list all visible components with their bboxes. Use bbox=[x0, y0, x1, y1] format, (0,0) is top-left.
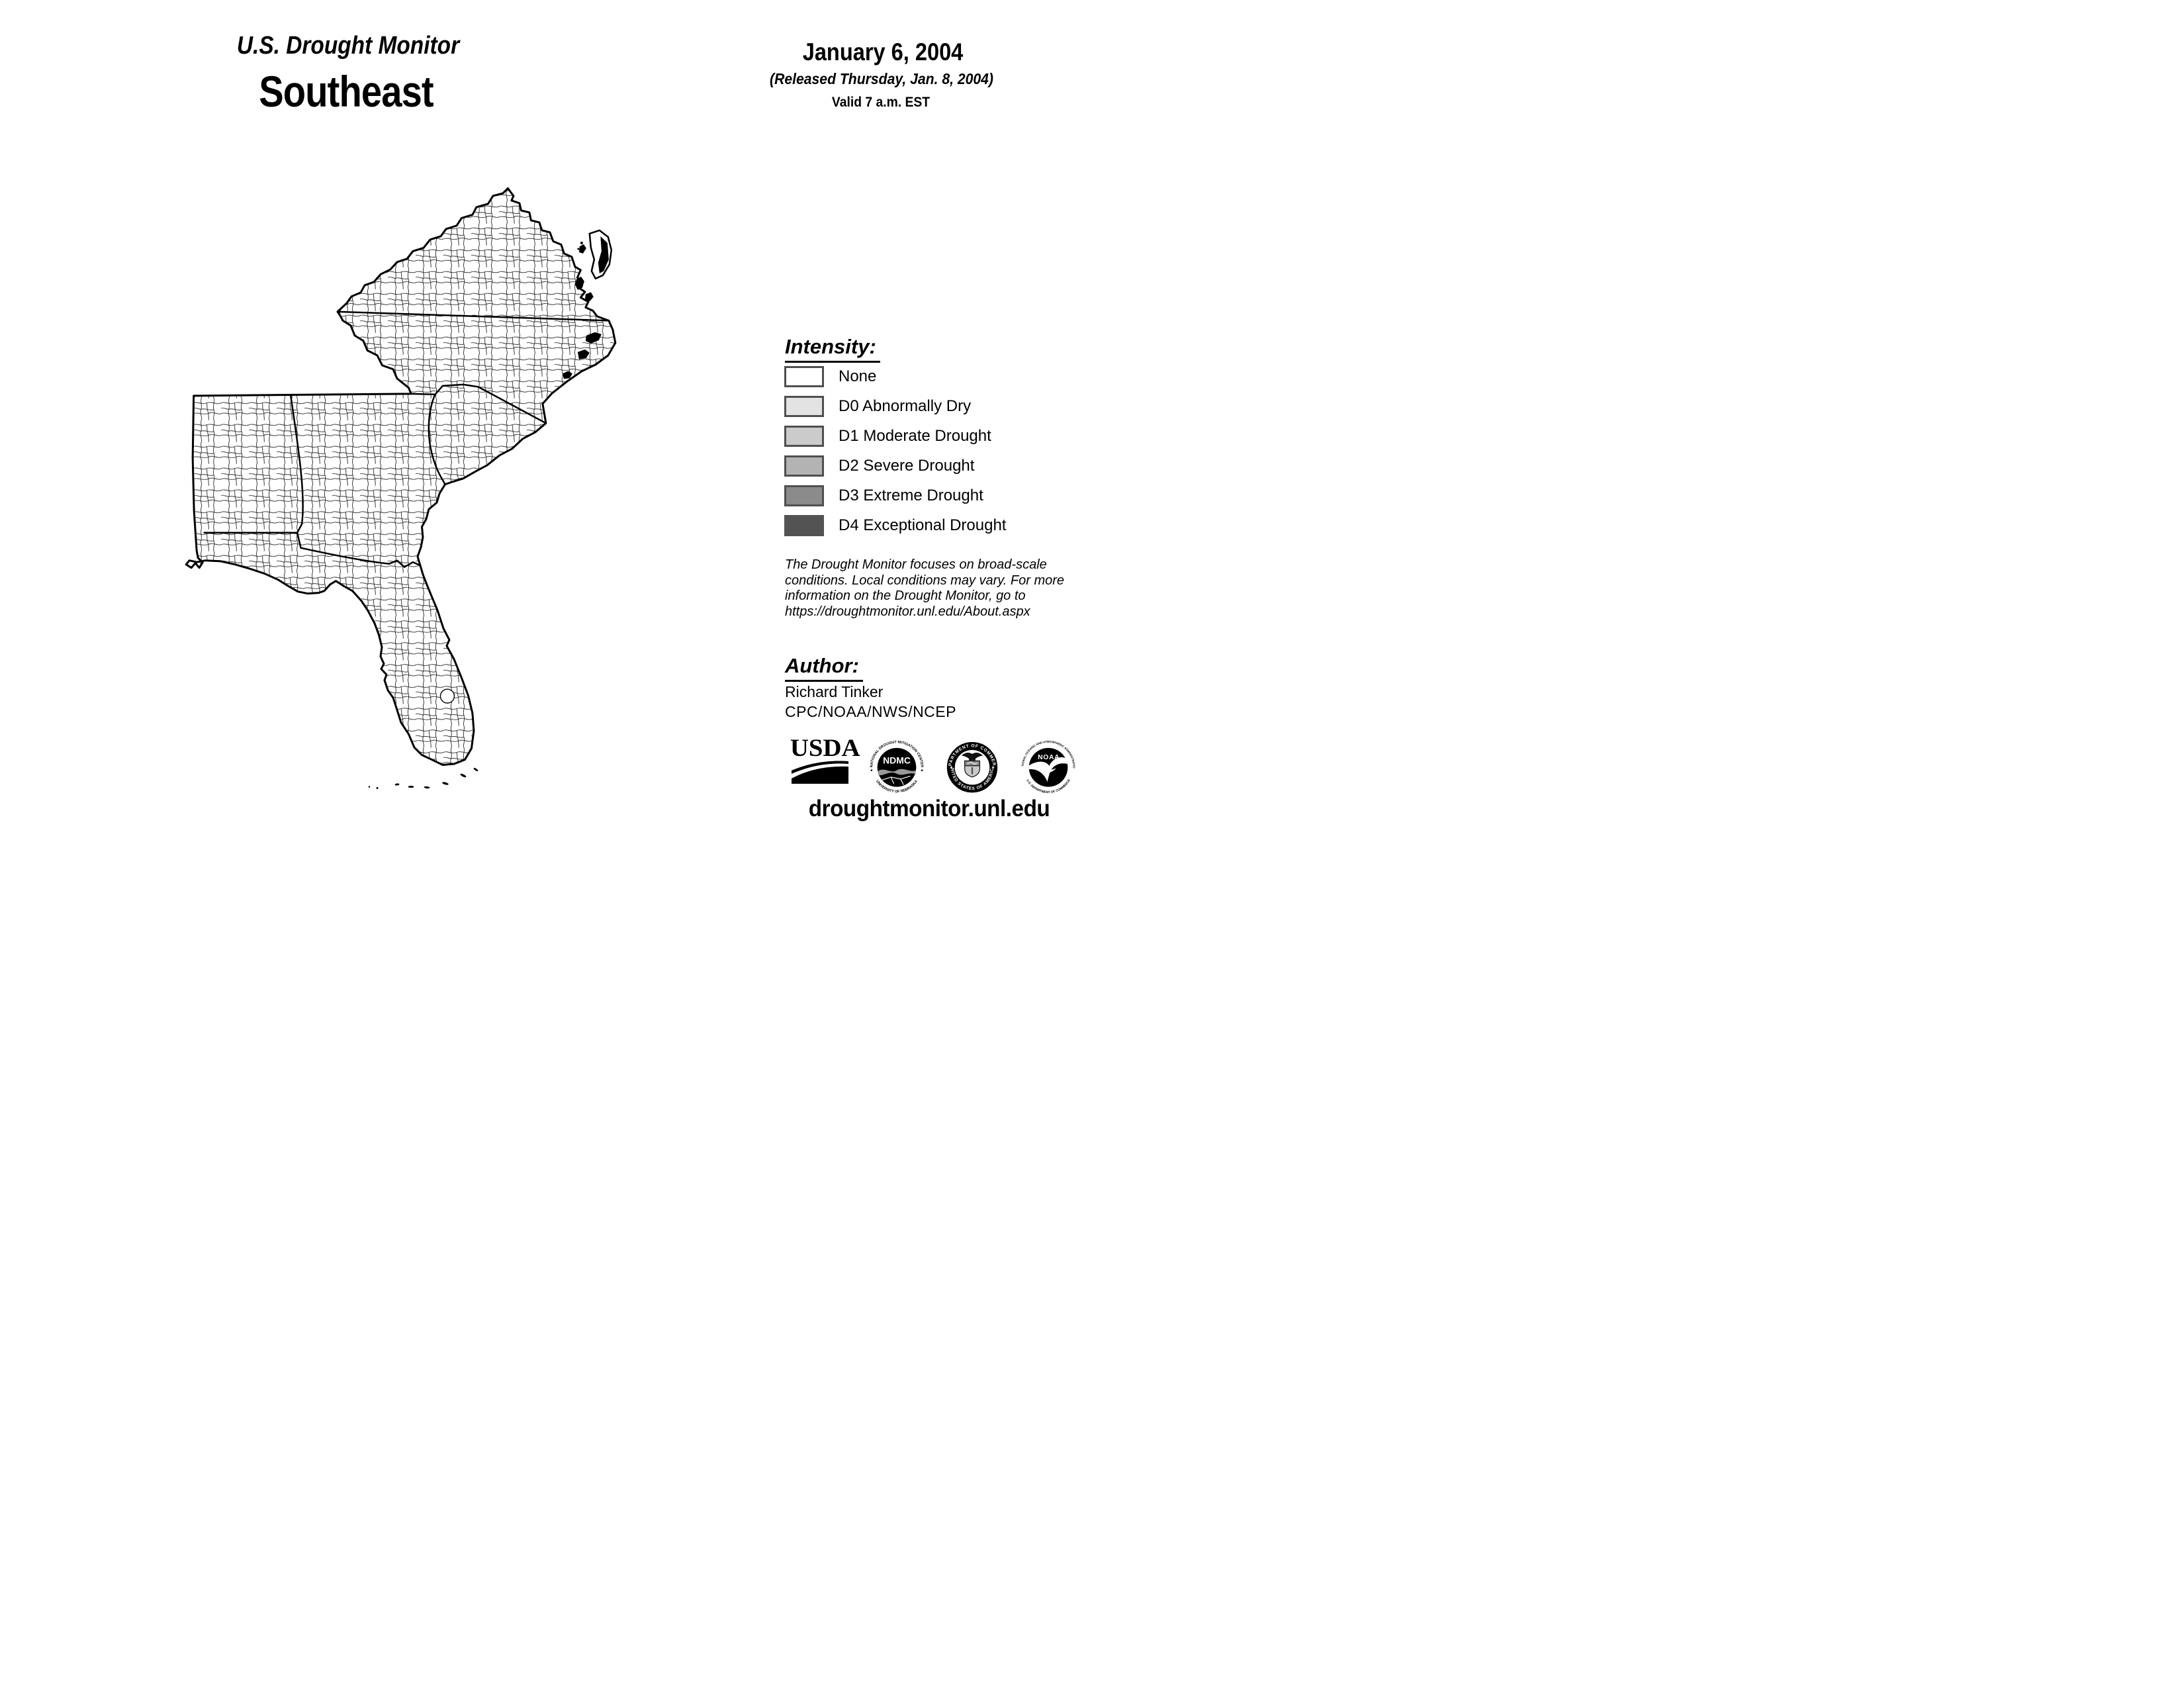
author-name: Richard Tinker bbox=[785, 683, 884, 700]
noaa-center-text: NOAA bbox=[1038, 754, 1060, 761]
usda-logo: USDA bbox=[790, 735, 860, 787]
florida-keys bbox=[368, 767, 478, 790]
disclaimer-text: The Drought Monitor focuses on broad-sca… bbox=[785, 557, 1065, 619]
region-title: Southeast bbox=[259, 67, 433, 116]
legend-row-d2: D2 Severe Drought bbox=[784, 455, 1006, 477]
legend-heading: Intensity: bbox=[785, 335, 880, 363]
legend-row-d3: D3 Extreme Drought bbox=[784, 485, 1006, 506]
state-border-ga-fl bbox=[296, 532, 421, 568]
author-heading: Author: bbox=[785, 654, 863, 682]
ndmc-center-text: NDMC bbox=[883, 755, 911, 765]
state-border-ga-sc bbox=[428, 394, 446, 485]
doc-eagle-and-shield bbox=[962, 753, 983, 778]
valid-time: Valid 7 a.m. EST bbox=[831, 95, 931, 110]
release-date: (Released Thursday, Jan. 8, 2004) bbox=[770, 70, 993, 87]
delmarva-peninsula bbox=[577, 229, 613, 280]
usda-swoosh-icon bbox=[792, 761, 848, 784]
page-title: U.S. Drought Monitor bbox=[236, 32, 460, 60]
state-border-nc-sc bbox=[434, 383, 547, 424]
swatch-d3 bbox=[784, 485, 824, 506]
state-border-al-ga bbox=[289, 395, 304, 534]
footer-url: droughtmonitor.unl.edu bbox=[808, 796, 1050, 821]
chesapeake-bay-water bbox=[562, 244, 602, 379]
swatch-d1 bbox=[784, 425, 824, 447]
agency-logos: USDA NATIONAL DROUGHT MITIGATION CENTER … bbox=[790, 735, 1077, 800]
swatch-d4 bbox=[784, 514, 824, 536]
author-affiliation: CPC/NOAA/NWS/NCEP bbox=[785, 703, 956, 720]
county-boundaries-texture bbox=[186, 188, 615, 765]
state-border-ga-nc bbox=[410, 393, 435, 396]
state-border-va-nc bbox=[338, 310, 609, 322]
legend-row-d4: D4 Exceptional Drought bbox=[784, 514, 1006, 536]
swatch-d0 bbox=[784, 395, 824, 417]
usda-logo-text: USDA bbox=[790, 735, 860, 762]
doc-star-right: ★ bbox=[991, 766, 995, 771]
region-outline bbox=[185, 187, 617, 767]
southeast-drought-map bbox=[185, 187, 617, 790]
lake-okeechobee bbox=[439, 688, 455, 704]
map-date: January 6, 2004 bbox=[802, 38, 964, 66]
intensity-legend: None D0 Abnormally Dry D1 Moderate Droug… bbox=[784, 365, 1006, 544]
noaa-logo: NATIONAL OCEANIC AND ATMOSPHERIC ADMINIS… bbox=[1021, 740, 1076, 794]
department-of-commerce-seal: DEPARTMENT OF COMMERCE UNITED STATES OF … bbox=[947, 742, 998, 793]
noaa-bird-icon bbox=[1028, 757, 1068, 782]
drought-monitor-page: { "header": { "title": "U.S. Drought Mon… bbox=[0, 0, 1092, 844]
doc-star-left: ★ bbox=[950, 766, 954, 771]
legend-row-d1: D1 Moderate Drought bbox=[784, 425, 1006, 447]
legend-row-none: None bbox=[784, 365, 1006, 387]
swatch-d2 bbox=[784, 455, 824, 477]
swatch-none bbox=[784, 365, 824, 387]
legend-row-d0: D0 Abnormally Dry bbox=[784, 395, 1006, 417]
ndmc-logo: NATIONAL DROUGHT MITIGATION CENTER UNIVE… bbox=[870, 741, 923, 794]
